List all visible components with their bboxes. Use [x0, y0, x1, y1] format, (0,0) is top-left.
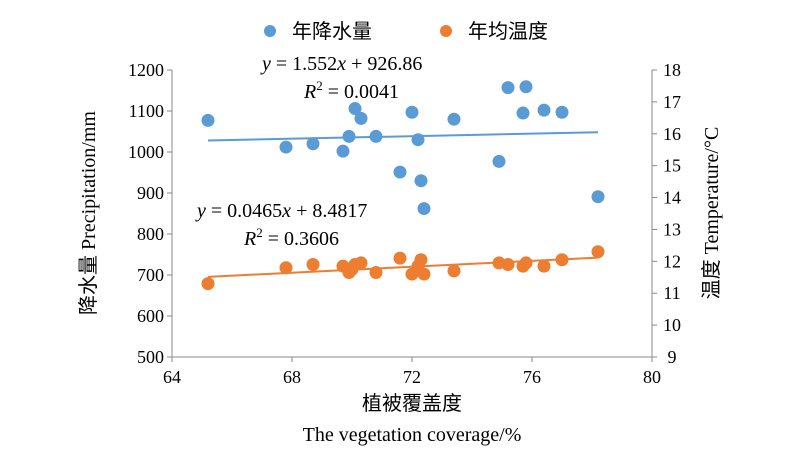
equation-precipitation-line: y = 1.552x + 926.86	[260, 53, 422, 75]
data-point-temperature	[414, 253, 428, 267]
left-y-axis-title: 降水量 Precipitation/mm	[77, 111, 100, 315]
x-tick-label: 64	[163, 367, 181, 387]
equation-temperature-line: y = 0.0465x + 8.4817	[195, 200, 367, 222]
x-axis-title-cn: 植被覆盖度	[362, 391, 462, 415]
data-point-precipitation	[201, 113, 215, 127]
data-point-precipitation	[354, 111, 368, 125]
left-y-tick-label: 600	[137, 306, 164, 326]
data-point-precipitation	[369, 129, 383, 143]
trendline-temperature	[207, 256, 599, 278]
data-point-precipitation	[501, 81, 515, 95]
left-y-tick-label: 900	[137, 183, 164, 203]
legend-item-precipitation: 年降水量	[264, 19, 372, 43]
data-point-precipitation	[519, 80, 533, 94]
data-point-temperature	[201, 277, 215, 291]
legend-marker-precipitation	[264, 25, 276, 37]
legend-label-temperature: 年均温度	[468, 19, 548, 43]
data-points	[201, 80, 605, 291]
data-point-temperature	[417, 267, 431, 281]
data-point-temperature	[369, 265, 383, 279]
data-point-temperature	[354, 256, 368, 270]
x-tick-label: 76	[523, 367, 541, 387]
data-point-temperature	[306, 258, 320, 272]
right-y-tick-label: 18	[663, 60, 681, 80]
legend-label-precipitation: 年降水量	[292, 19, 372, 43]
legend: 年降水量 年均温度	[264, 19, 548, 43]
r2-temperature: R2 = 0.3606	[243, 225, 339, 250]
data-point-temperature	[501, 258, 515, 272]
right-y-tick-label: 16	[663, 124, 681, 144]
trendlines	[207, 131, 599, 278]
data-point-temperature	[447, 264, 461, 278]
equation-temperature: y = 0.0465x + 8.4817 R2 = 0.3606	[195, 200, 367, 250]
data-point-temperature	[591, 245, 605, 259]
data-point-precipitation	[555, 105, 569, 119]
data-point-precipitation	[591, 190, 605, 204]
x-tick-labels: 64 68 72 76 80	[163, 357, 661, 387]
legend-item-temperature: 年均温度	[440, 19, 548, 43]
left-y-tick-label: 800	[137, 224, 164, 244]
r2-precipitation: R2 = 0.0041	[303, 78, 399, 103]
data-point-precipitation	[342, 129, 356, 143]
left-y-tick-label: 700	[137, 265, 164, 285]
data-point-precipitation	[306, 137, 320, 151]
legend-marker-temperature	[440, 25, 452, 37]
right-y-tick-label: 12	[663, 251, 681, 271]
equation-precipitation: y = 1.552x + 926.86 R2 = 0.0041	[260, 53, 422, 103]
data-point-precipitation	[405, 105, 419, 119]
right-y-tick-label: 14	[663, 188, 681, 208]
x-axis-title-en: The vegetation coverage/%	[303, 424, 522, 446]
right-y-tick-label: 17	[663, 92, 681, 112]
data-point-precipitation	[516, 106, 530, 120]
left-y-tick-label: 1000	[128, 142, 164, 162]
left-y-tick-label: 1100	[129, 101, 164, 121]
right-y-tick-labels: 9 10 11 12 13 14 15 16 17 18	[652, 60, 681, 367]
trendline-precipitation	[207, 131, 599, 142]
data-point-precipitation	[537, 103, 551, 117]
data-point-precipitation	[492, 154, 506, 168]
data-point-precipitation	[447, 112, 461, 126]
right-y-tick-label: 10	[663, 315, 681, 335]
x-tick-label: 72	[403, 367, 421, 387]
data-point-temperature	[537, 259, 551, 273]
data-point-precipitation	[411, 133, 425, 147]
x-tick-label: 80	[643, 367, 661, 387]
data-point-temperature	[279, 261, 293, 275]
right-y-tick-label: 15	[663, 156, 681, 176]
data-point-precipitation	[348, 102, 362, 116]
right-y-axis-title: 温度 Temperature/°C	[700, 127, 723, 300]
right-y-tick-label: 11	[663, 283, 680, 303]
data-point-precipitation	[393, 165, 407, 179]
right-y-tick-label: 13	[663, 219, 681, 239]
data-point-temperature	[555, 253, 569, 267]
data-point-temperature	[519, 256, 533, 270]
x-tick-label: 68	[283, 367, 301, 387]
left-y-tick-label: 500	[137, 347, 164, 367]
left-y-tick-labels: 500 600 700 800 900 1000 1100 1200	[128, 60, 172, 367]
data-point-precipitation	[414, 174, 428, 188]
data-point-precipitation	[417, 202, 431, 216]
data-point-precipitation	[279, 140, 293, 154]
data-point-temperature	[393, 251, 407, 265]
left-y-tick-label: 1200	[128, 60, 164, 80]
right-y-tick-label: 9	[668, 347, 677, 367]
data-point-precipitation	[336, 144, 350, 158]
